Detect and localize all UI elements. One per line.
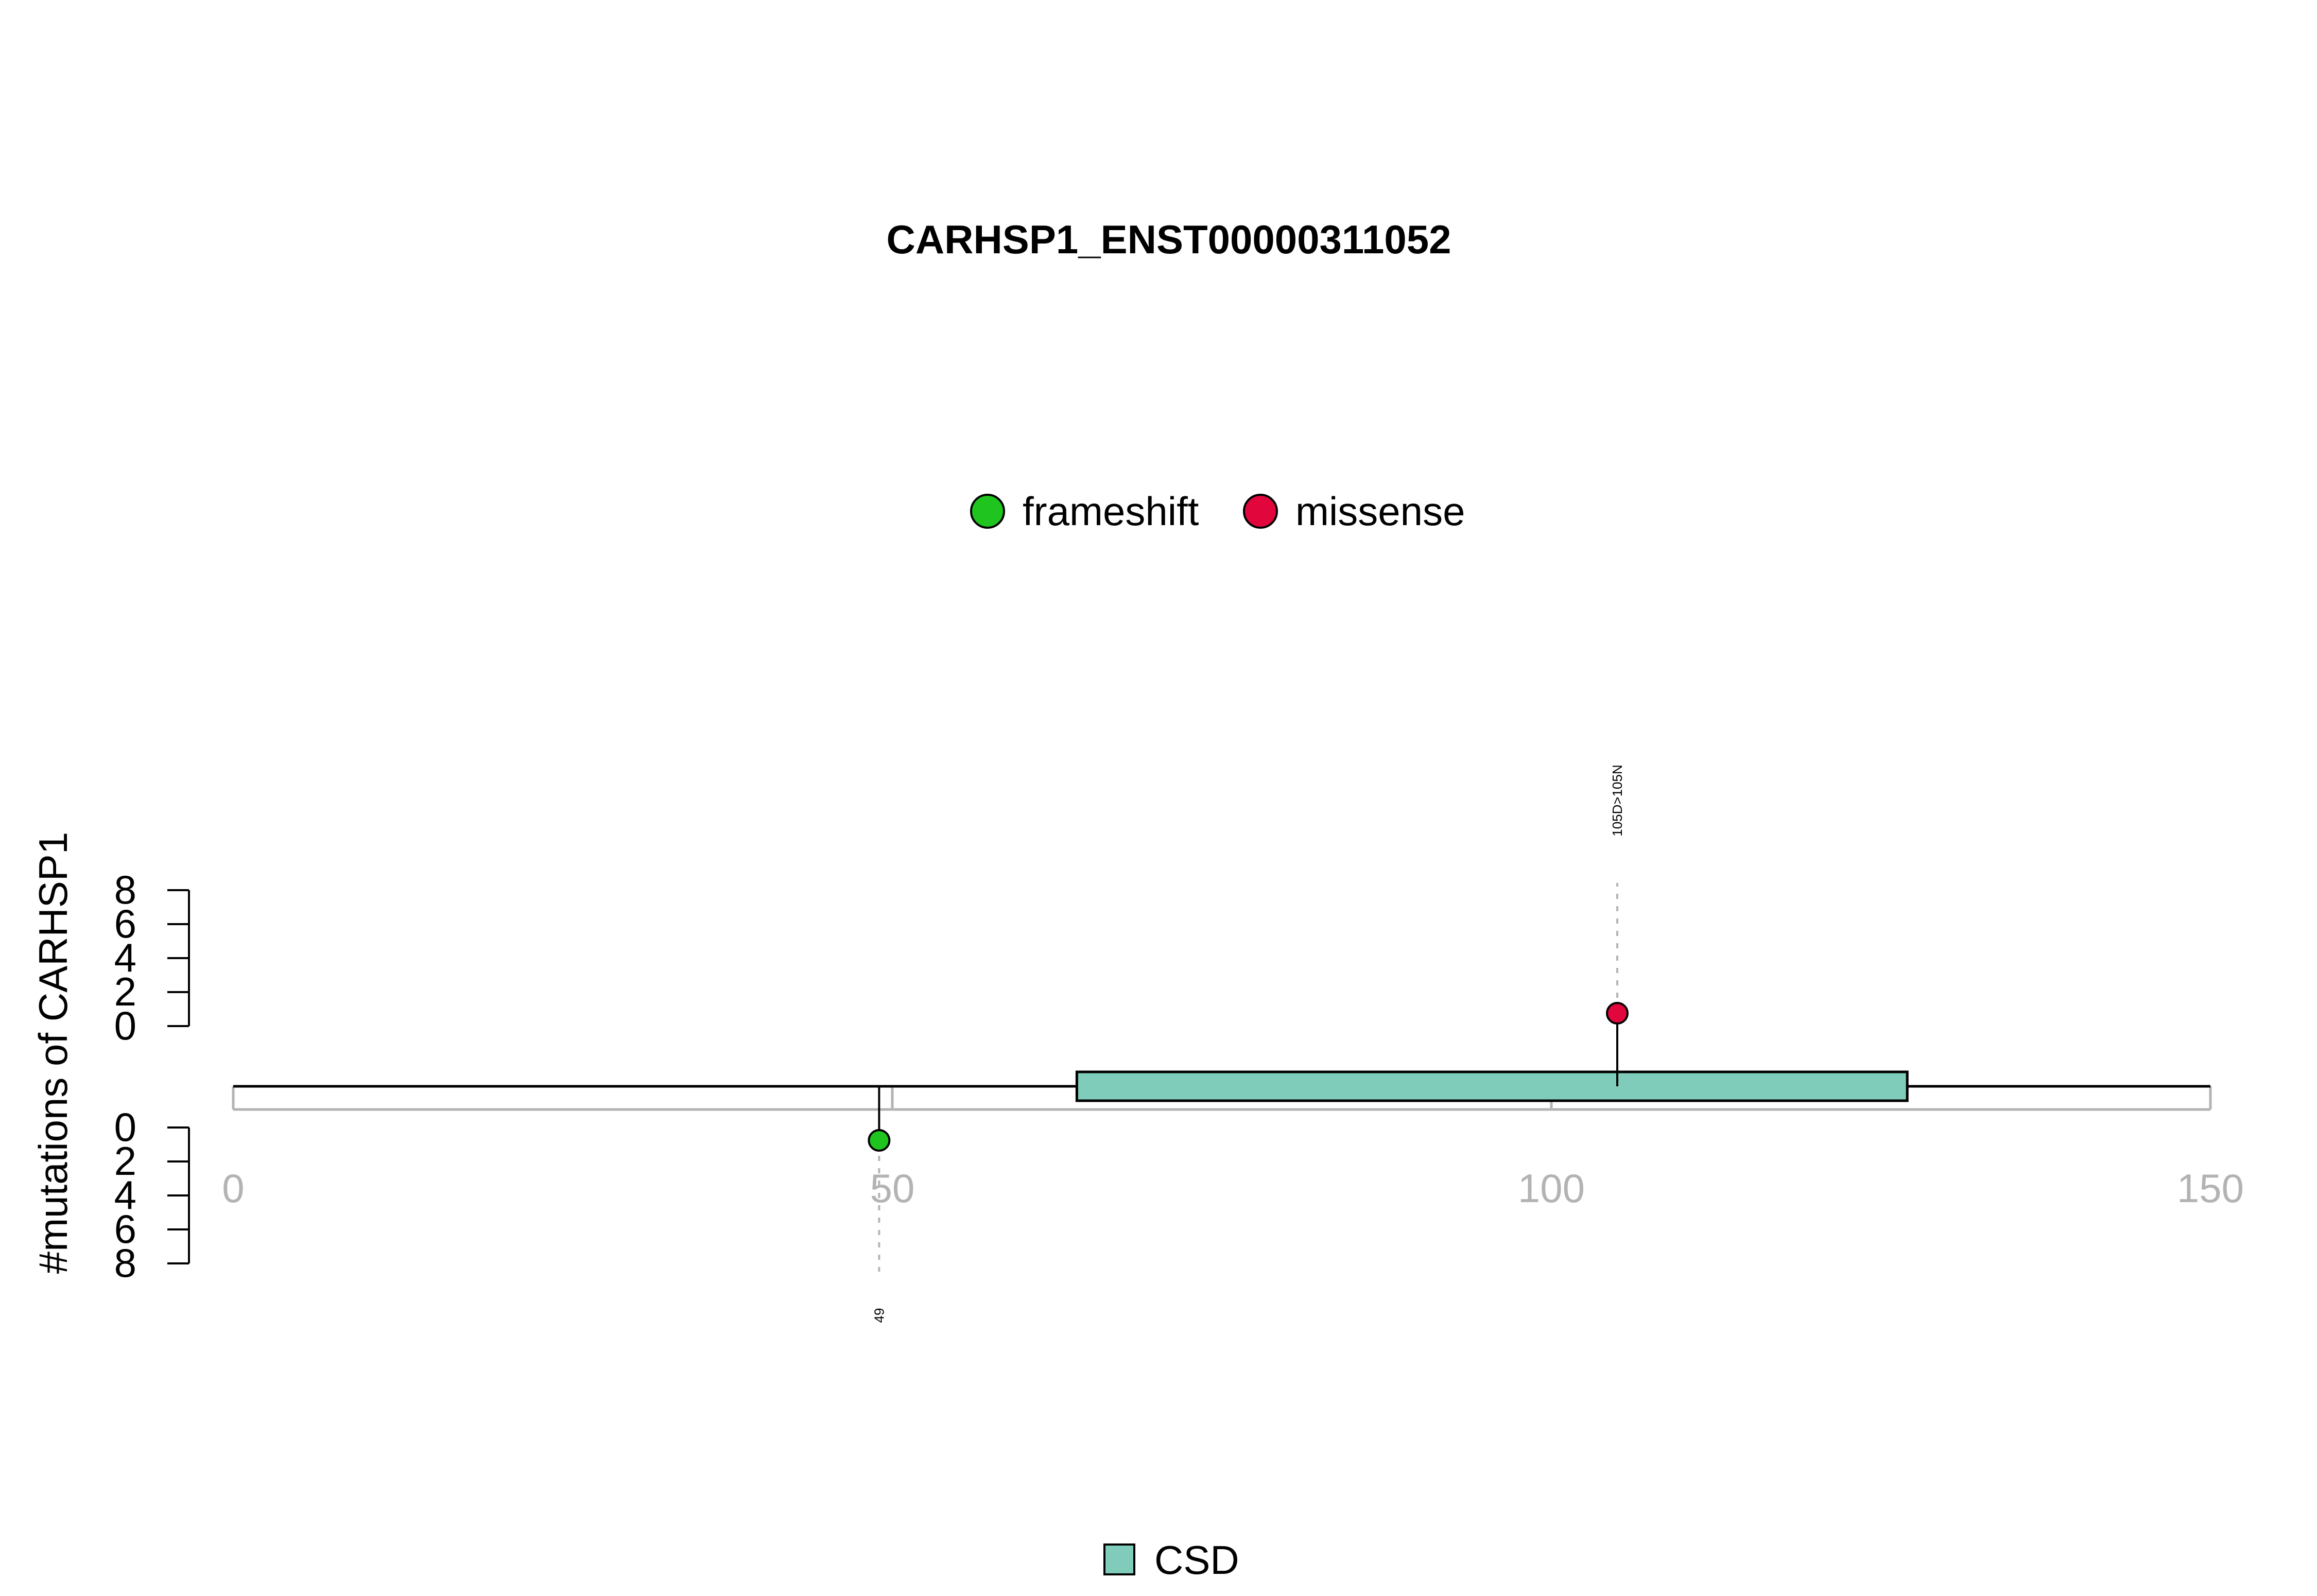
- y-tick-label-top-2: 2: [114, 969, 136, 1014]
- domain-legend-swatch-CSD: [1103, 1543, 1135, 1575]
- y-tick-label-bottom-0: 0: [114, 1104, 136, 1150]
- y-tick-label-bottom-6: 6: [114, 1206, 136, 1252]
- protein-backbone: [233, 1070, 2210, 1102]
- y-tick-label-top-6: 6: [114, 901, 136, 946]
- y-tick-label-bottom-8: 8: [114, 1240, 136, 1286]
- mutation-lollipops: 49 105D>105N: [868, 765, 1629, 1323]
- mutation-label-49: 49: [871, 1308, 887, 1323]
- legend-label-frameshift: frameshift: [1023, 489, 1199, 534]
- legend-label-missense: missense: [1295, 489, 1465, 534]
- lollipop-head-105: [1606, 1002, 1629, 1025]
- chart-title: CARHSP1_ENST00000311052: [886, 217, 1451, 262]
- y-tick-label-top-0: 0: [114, 1003, 136, 1048]
- y-axis-label: #mutations of CARHSP1: [30, 832, 76, 1274]
- domain-legend: CSD: [1103, 1537, 1239, 1583]
- x-tick-label-100: 100: [1518, 1166, 1585, 1211]
- mutation-label-105: 105D>105N: [1610, 765, 1625, 837]
- lollipop-head-49: [868, 1129, 891, 1152]
- x-tick-label-50: 50: [870, 1166, 915, 1211]
- y-tick-label-top-4: 4: [114, 935, 136, 980]
- domain-legend-label-CSD: CSD: [1154, 1537, 1239, 1583]
- domain-CSD: [1075, 1070, 1909, 1102]
- y-tick-label-top-8: 8: [114, 867, 136, 912]
- mutation-legend: frameshift missense: [970, 489, 1465, 534]
- x-tick-label-0: 0: [222, 1166, 244, 1211]
- y-tick-label-bottom-2: 2: [114, 1138, 136, 1184]
- legend-marker-frameshift: [970, 494, 1005, 529]
- legend-marker-missense: [1243, 494, 1278, 529]
- y-tick-label-bottom-4: 4: [114, 1172, 136, 1218]
- x-tick-label-150: 150: [2177, 1166, 2244, 1211]
